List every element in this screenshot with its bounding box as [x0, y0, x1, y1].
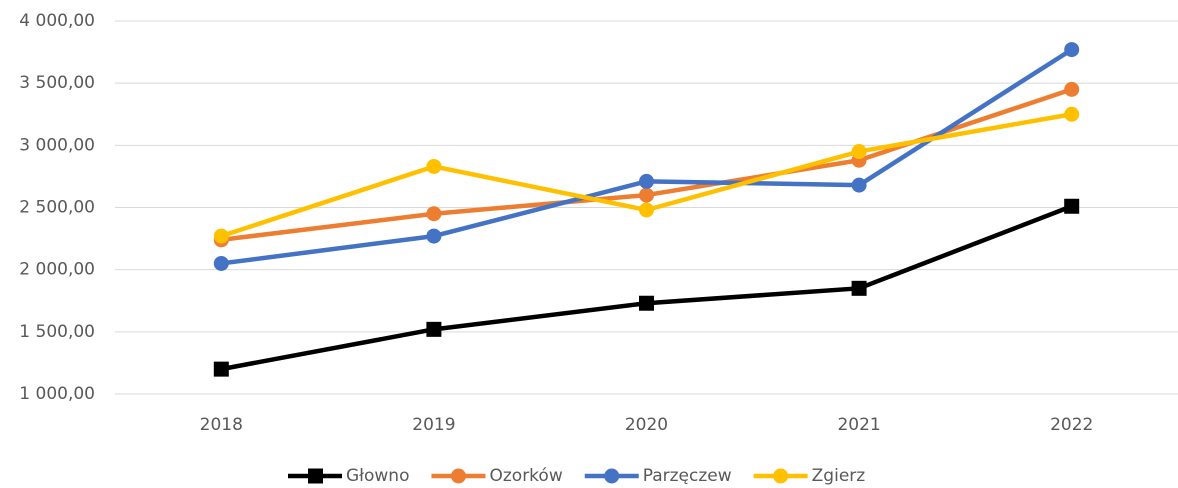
legend-marker: [773, 468, 789, 484]
marker: [213, 255, 229, 271]
marker: [426, 206, 442, 222]
y-tick-label: 3 500,00: [19, 73, 95, 93]
legend-label: Ozorków: [489, 466, 562, 486]
series-line: [219, 47, 1074, 266]
marker: [426, 321, 442, 337]
marker: [426, 158, 442, 174]
legend-marker: [604, 468, 620, 484]
legend-marker: [308, 468, 323, 484]
x-tick-label: 2022: [1050, 415, 1093, 435]
marker: [213, 361, 229, 377]
marker: [213, 228, 229, 244]
x-tick-label: 2018: [200, 415, 243, 435]
marker: [426, 228, 442, 244]
marker: [851, 177, 867, 193]
y-tick-label: 2 000,00: [19, 260, 95, 280]
y-tick-label: 1 000,00: [19, 384, 95, 404]
marker: [1064, 42, 1080, 58]
marker: [639, 202, 654, 218]
x-tick-label: 2020: [625, 415, 668, 435]
marker: [851, 280, 867, 296]
legend-label: Parzęczew: [643, 466, 732, 486]
legend-marker: [450, 468, 466, 484]
marker: [639, 173, 654, 189]
y-tick-label: 4 000,00: [19, 11, 95, 31]
marker: [639, 187, 654, 203]
y-tick-label: 2 500,00: [19, 198, 95, 218]
y-tick-label: 3 000,00: [19, 135, 95, 155]
series-line: [219, 204, 1074, 372]
x-tick-label: 2019: [412, 415, 455, 435]
marker: [1064, 81, 1080, 97]
marker: [1064, 198, 1080, 214]
y-tick-label: 1 500,00: [19, 322, 95, 342]
x-tick-label: 2021: [837, 415, 880, 435]
marker: [1064, 106, 1080, 122]
marker: [639, 295, 654, 311]
legend-label: Głowno: [346, 466, 409, 486]
legend-label: Zgierz: [812, 466, 866, 486]
marker: [851, 144, 867, 160]
